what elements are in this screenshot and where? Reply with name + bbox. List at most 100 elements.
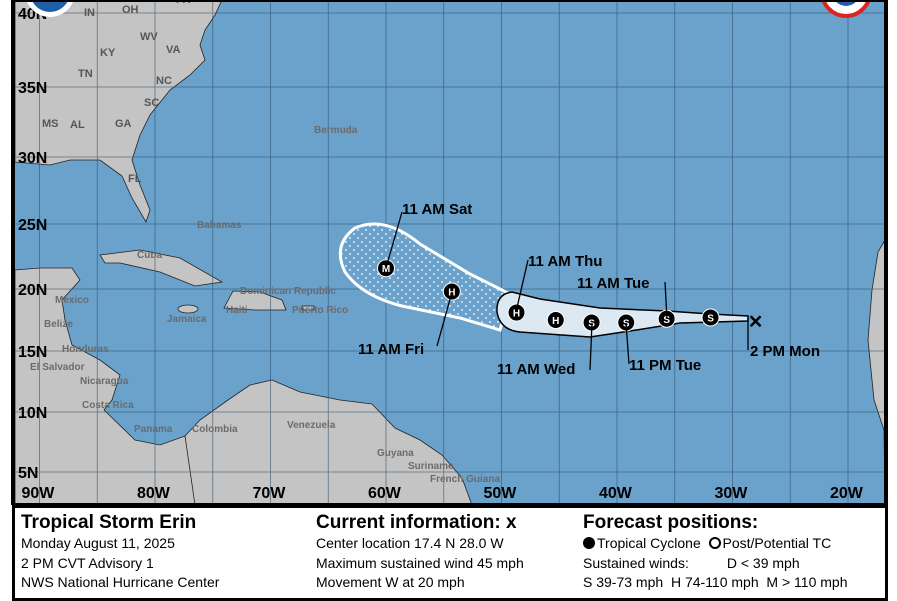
place-costa-rica: Costa Rica	[82, 400, 134, 411]
legend-m: M > 110 mph	[766, 574, 848, 590]
leader-lines	[385, 211, 749, 371]
legend-ptc: Post/Potential TC	[722, 535, 832, 551]
forecast-legend: Forecast positions: Tropical Cyclone Pos…	[583, 512, 847, 593]
legend-tc: Tropical Cyclone	[597, 535, 701, 551]
lat-label: 35N	[18, 80, 47, 97]
place-french-guiana: French Guiana	[430, 474, 500, 485]
forecast-cone-map: SSSSHHHM 11 AM Sat 11 AM Fri 11 AM Thu 1…	[11, 0, 888, 505]
intensity-letter: M	[382, 264, 390, 275]
current-info: Current information: x Center location 1…	[316, 512, 524, 593]
lon-label: 60W	[368, 485, 402, 502]
place-dominican-republic: Dominican Republic	[240, 286, 337, 297]
state-ky: KY	[100, 47, 116, 59]
lat-label: 15N	[18, 344, 47, 361]
storm-title: Tropical Storm Erin	[21, 512, 197, 533]
forecast-point-m: M	[377, 259, 395, 278]
state-nc: NC	[156, 75, 172, 87]
place-suriname: Suriname	[408, 461, 454, 472]
current-center: Center location 17.4 N 28.0 W	[316, 535, 504, 551]
storm-info: Tropical Storm Erin Monday August 11, 20…	[21, 512, 219, 593]
legend-h: H 74-110 mph	[670, 574, 759, 590]
label-11am-thu: 11 AM Thu	[528, 253, 602, 270]
label-11am-tue: 11 AM Tue	[577, 275, 650, 292]
forecast-point-h: H	[442, 282, 461, 301]
place-honduras: Honduras	[62, 344, 109, 355]
time-labels: 11 AM Sat 11 AM Fri 11 AM Thu 11 AM Tue …	[358, 201, 820, 378]
open-circle-icon	[708, 537, 721, 549]
gridlines	[15, 0, 885, 505]
forecast-title: Forecast positions:	[583, 512, 759, 533]
place-bermuda: Bermuda	[314, 125, 358, 136]
state-oh: OH	[122, 4, 139, 16]
cone-day4-5	[338, 222, 512, 332]
state-ga: GA	[115, 118, 132, 130]
label-11am-sat: 11 AM Sat	[402, 201, 472, 218]
forecast-point-h: H	[546, 311, 565, 329]
country-labels: Bermuda Bahamas Cuba Mexico Belize Jamai…	[30, 125, 500, 485]
lon-label: 80W	[137, 485, 171, 502]
land-jamaica	[177, 304, 199, 314]
place-bahamas: Bahamas	[197, 220, 242, 231]
place-jamaica: Jamaica	[167, 314, 207, 325]
lon-label: 20W	[830, 485, 864, 502]
intensity-letter: H	[552, 316, 559, 327]
land	[14, 0, 886, 505]
legend-winds-label: Sustained winds:	[583, 554, 689, 571]
place-mexico: Mexico	[55, 295, 89, 306]
current-wind: Maximum sustained wind 45 mph	[316, 554, 524, 571]
map-border	[11, 0, 888, 505]
place-puerto-rico: Puerto Rico	[292, 305, 348, 316]
lat-label: 30N	[18, 150, 47, 167]
x-mark-icon: x	[506, 512, 517, 533]
place-guyana: Guyana	[377, 448, 414, 459]
intensity-letter: H	[513, 309, 520, 320]
place-nicaragua: Nicaragua	[80, 376, 129, 387]
place-venezuela: Venezuela	[287, 420, 336, 431]
current-movement: Movement W at 20 mph	[316, 574, 465, 590]
storm-date: Monday August 11, 2025	[21, 535, 175, 551]
label-11am-wed: 11 AM Wed	[497, 361, 575, 378]
legend-d: D < 39 mph	[726, 554, 800, 571]
land-cuba	[99, 249, 224, 287]
legend-s: S 39-73 mph	[583, 574, 664, 590]
intensity-letter: S	[663, 315, 670, 326]
legend-panel: Tropical Storm Erin Monday August 11, 20…	[12, 505, 888, 601]
lon-label: 90W	[22, 485, 56, 502]
lat-label: 10N	[18, 405, 47, 422]
state-wv: WV	[140, 31, 158, 43]
lat-label: 25N	[18, 217, 47, 234]
place-belize: Belize	[44, 319, 73, 330]
noaa-logo	[26, 0, 74, 17]
land-us-east	[14, 0, 223, 223]
state-labels: IN OH PA KY WV VA TN NC SC MS AL GA FL	[42, 0, 191, 185]
place-cuba: Cuba	[137, 250, 162, 261]
label-11am-fri: 11 AM Fri	[358, 341, 424, 358]
state-sc: SC	[144, 97, 159, 109]
place-panama: Panama	[134, 424, 173, 435]
state-al: AL	[70, 119, 85, 131]
filled-circle-icon	[583, 537, 595, 549]
state-fl: FL	[128, 173, 142, 185]
storm-advisory: 2 PM CVT Advisory 1	[21, 554, 154, 571]
lon-label: 40W	[599, 485, 633, 502]
place-colombia: Colombia	[192, 424, 238, 435]
current-title: Current information:	[316, 512, 506, 533]
lat-label: 20N	[18, 282, 47, 299]
lon-label: 70W	[253, 485, 287, 502]
place-el-salvador: El Salvador	[30, 362, 85, 373]
lon-label: 50W	[484, 485, 518, 502]
forecast-point-s: S	[701, 308, 720, 327]
state-in: IN	[84, 7, 95, 19]
state-ms: MS	[42, 118, 59, 130]
label-2pm-mon: 2 PM Mon	[750, 343, 820, 360]
intensity-letter: S	[707, 314, 714, 325]
place-haiti: Haiti	[226, 305, 248, 316]
forecast-point-h: H	[507, 303, 526, 322]
land-puerto-rico	[301, 305, 315, 311]
label-11pm-tue: 11 PM Tue	[629, 357, 701, 374]
lat-label: 5N	[18, 465, 38, 482]
x-mark-icon	[749, 315, 762, 328]
lon-label: 30W	[715, 485, 749, 502]
state-pa: PA	[176, 0, 191, 6]
